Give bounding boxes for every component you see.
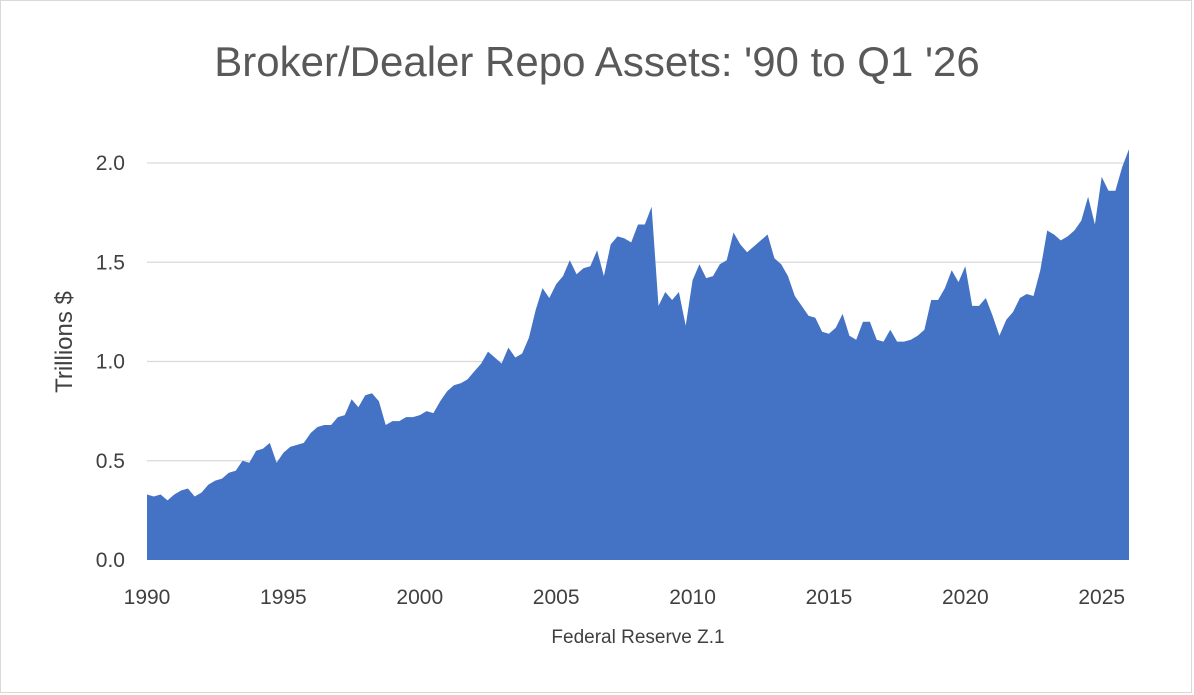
x-tick-label: 2000 <box>396 586 443 609</box>
x-axis-ticks: 1990 1995 2000 2005 2010 2015 2020 2025 <box>124 586 1125 609</box>
x-tick-label: 2020 <box>942 586 989 609</box>
y-tick-label: 2.0 <box>96 152 125 175</box>
y-axis-ticks: 0.0 0.5 1.0 1.5 2.0 <box>96 152 125 572</box>
y-tick-label: 0.5 <box>96 450 125 473</box>
x-tick-label: 2005 <box>533 586 580 609</box>
y-axis-label: Trillions $ <box>51 291 78 393</box>
y-tick-label: 1.5 <box>96 251 125 274</box>
y-tick-label: 1.0 <box>96 351 125 374</box>
chart-title: Broker/Dealer Repo Assets: '90 to Q1 '26 <box>214 38 979 85</box>
x-axis-label: Federal Reserve Z.1 <box>551 627 724 648</box>
x-tick-label: 1990 <box>124 586 171 609</box>
y-tick-label: 0.0 <box>96 549 125 572</box>
x-tick-label: 2010 <box>669 586 716 609</box>
x-tick-label: 2015 <box>806 586 853 609</box>
area-series <box>147 149 1129 560</box>
x-tick-label: 1995 <box>260 586 307 609</box>
x-tick-label: 2025 <box>1078 586 1125 609</box>
